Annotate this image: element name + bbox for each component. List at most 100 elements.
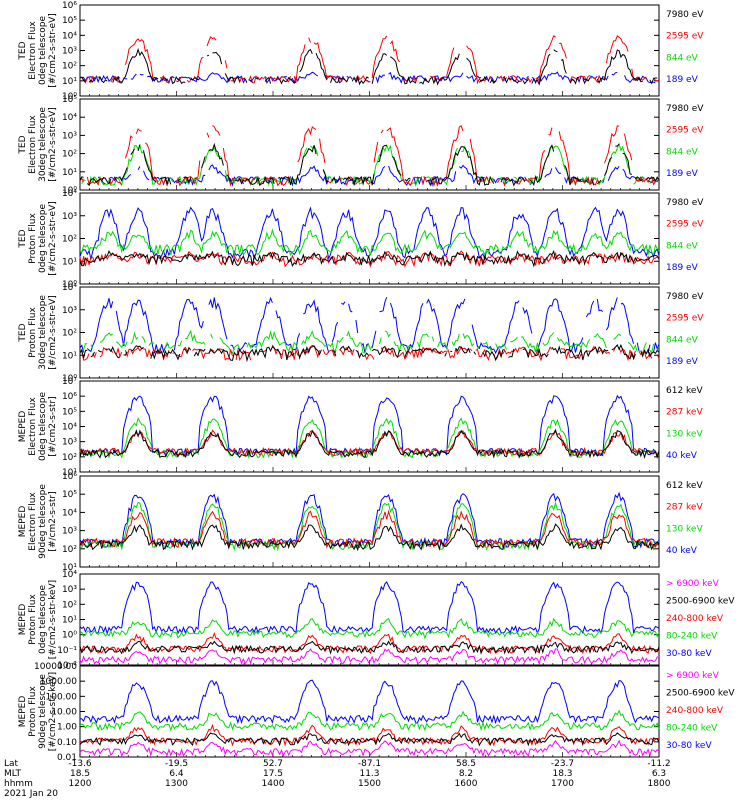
y-tick-label: 10⁴ — [62, 423, 77, 433]
y-axis-label: TEDElectron Flux30deg telescope[#/cm2-s-… — [18, 107, 58, 182]
legend-entry: 189 eV — [666, 75, 699, 85]
series-trace — [79, 491, 660, 549]
y-tick-label: 10.00 — [51, 708, 77, 718]
y-tick-label: 10⁶ — [62, 472, 77, 482]
legend-entry: 844 eV — [666, 147, 699, 157]
y-tick-label: 10⁴ — [62, 189, 77, 199]
y-tick-label: 0.10 — [57, 738, 77, 748]
series-trace — [80, 47, 658, 86]
time-axis-value: -11.2 — [647, 759, 670, 769]
time-axis-value: 1400 — [262, 779, 285, 789]
y-tick-label: 10³ — [62, 585, 77, 595]
y-tick-label: 10³ — [62, 527, 77, 537]
legend-entry: > 6900 keV — [666, 671, 720, 681]
legend-entry: 612 keV — [666, 386, 703, 396]
time-axis-value: 58.5 — [456, 759, 476, 769]
legend-entry: 30-80 keV — [666, 741, 712, 751]
y-tick-label: 10⁶ — [62, 1, 77, 11]
y-tick-label: 10² — [62, 235, 77, 245]
time-axis-value: -19.5 — [165, 759, 188, 769]
y-tick-label: 10² — [62, 150, 77, 160]
legend-entry: > 6900 keV — [666, 579, 720, 589]
series-trace — [79, 648, 660, 665]
series-trace — [79, 617, 660, 640]
legend-entry: 7980 eV — [666, 292, 704, 302]
y-axis-label: MEPEDProton Flux0deg telescope[#/cm2-s-s… — [18, 580, 58, 659]
y-tick-label: 10¹ — [62, 468, 77, 478]
legend-entry: 40 keV — [666, 546, 698, 556]
series-trace — [79, 429, 660, 458]
y-tick-label: 10⁵ — [62, 16, 77, 26]
time-axis-value: 18.3 — [552, 769, 572, 779]
y-tick-label: 1000.00 — [40, 677, 77, 687]
legend-entry: 612 keV — [666, 481, 703, 491]
series-trace — [79, 739, 660, 758]
legend-entry: 189 eV — [666, 169, 699, 179]
legend-entry: 2500-6900 keV — [666, 597, 735, 607]
time-axis-value: -87.1 — [358, 759, 381, 769]
y-tick-label: 10⁴ — [62, 113, 77, 123]
y-tick-label: 10⁵ — [62, 490, 77, 500]
time-axis-row-label: hhmm — [4, 779, 33, 789]
time-axis-value: 1500 — [358, 779, 381, 789]
legend-entry: 7980 eV — [666, 198, 704, 208]
series-trace — [79, 250, 659, 268]
time-axis-value: 1600 — [455, 779, 478, 789]
series-trace — [79, 509, 660, 549]
series-trace — [79, 723, 660, 747]
time-axis-value: 1700 — [551, 779, 574, 789]
time-axis-value: 52.7 — [263, 759, 283, 769]
series-trace — [79, 142, 660, 187]
legend-entry: 189 eV — [666, 263, 699, 273]
series-trace — [79, 709, 660, 732]
series-trace — [79, 580, 660, 635]
time-axis-value: 1200 — [69, 779, 92, 789]
series-trace — [79, 732, 660, 747]
y-tick-label: 10¹ — [62, 563, 77, 573]
time-axis-value: 1800 — [648, 779, 671, 789]
panel-frame — [79, 286, 660, 379]
y-tick-label: 1.00 — [57, 723, 77, 733]
panel-8: 0.01 0.10 1.00 10.00 100.00 1000.00 10000.00ME… — [18, 662, 735, 763]
legend-entry: 2595 eV — [666, 32, 704, 42]
time-axis-value: 17.5 — [263, 769, 283, 779]
legend-entry: 7980 eV — [666, 10, 704, 20]
series-trace — [79, 206, 660, 262]
y-tick-label: 10⁰ — [62, 280, 77, 290]
series-trace — [79, 228, 660, 257]
panel-5: 10¹ 10² 10³ 10⁴ 10⁵ 10⁶ 10⁷ MEPEDElectron Flux0… — [18, 377, 703, 478]
legend-entry: 844 eV — [666, 241, 699, 251]
series-trace — [79, 249, 660, 268]
series-trace — [79, 523, 660, 552]
legend-entry: 2595 eV — [666, 220, 704, 230]
panel-frame — [79, 475, 660, 568]
series-trace — [79, 640, 660, 655]
y-tick-label: 10³ — [62, 306, 77, 316]
y-tick-label: 10⁰ — [62, 631, 77, 641]
legend-entry: 844 eV — [666, 53, 699, 63]
series-trace — [83, 34, 660, 85]
y-tick-label: 10⁴ — [62, 283, 77, 293]
y-tick-label: 10² — [62, 62, 77, 72]
panel-6: 10¹ 10² 10³ 10⁴ 10⁵ 10⁶ MEPEDElectron Flux90de… — [18, 472, 703, 573]
time-axis-value: 8.2 — [459, 769, 473, 779]
panel-1: 10⁰ 10¹ 10² 10³ 10⁴ 10⁵ 10⁶ TEDElectron Flux0de… — [18, 1, 704, 102]
y-tick-label: 10³ — [62, 438, 77, 448]
legend-entry: 287 keV — [666, 503, 703, 513]
series-trace — [79, 343, 660, 363]
time-axis-value: 6.4 — [169, 769, 184, 779]
y-tick-label: 10³ — [62, 212, 77, 222]
y-tick-label: 10³ — [62, 131, 77, 141]
legend-entry: 130 keV — [666, 429, 703, 439]
y-tick-label: 10⁻¹ — [57, 646, 77, 656]
legend-entry: 80-240 keV — [666, 724, 718, 734]
y-tick-label: 10² — [62, 545, 77, 555]
legend-entry: 2595 eV — [666, 314, 704, 324]
y-tick-label: 10⁰ — [62, 374, 77, 384]
y-tick-label: 10¹ — [62, 168, 77, 178]
y-tick-label: 10⁷ — [62, 377, 77, 387]
time-axis-row-label: Lat — [4, 759, 19, 769]
y-tick-label: 10¹ — [62, 616, 77, 626]
y-tick-label: 10¹ — [62, 257, 77, 267]
y-tick-label: 10⁴ — [62, 570, 77, 580]
